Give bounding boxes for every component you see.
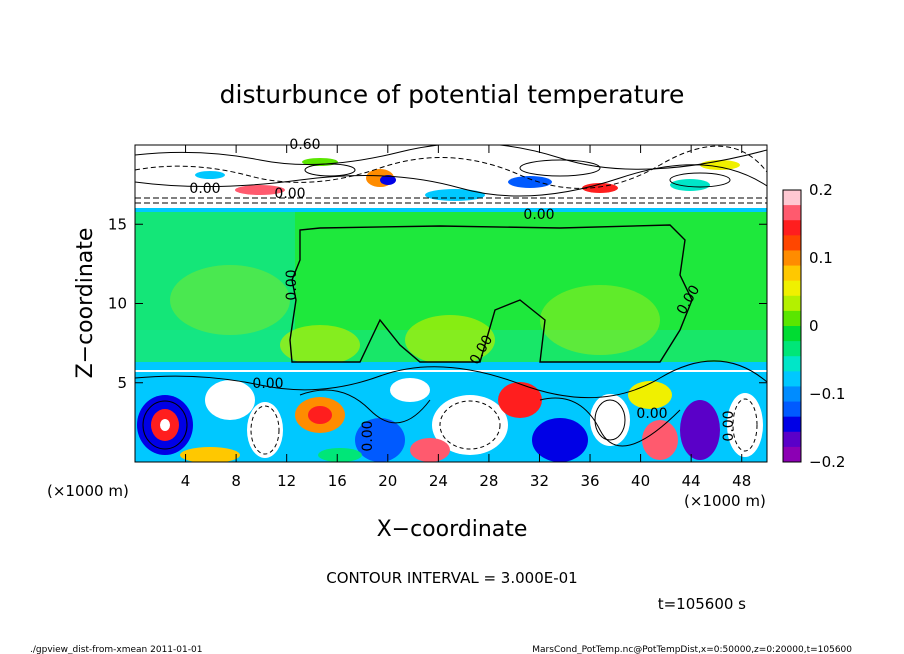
x-tick-label: 28: [479, 472, 498, 490]
zero-contour: [289, 224, 693, 363]
colorbar-swatch: [783, 386, 801, 403]
colorbar: 0.2 0.1 0 −0.1 −0.2: [782, 181, 845, 471]
cool-band: [135, 362, 767, 370]
x-tick-label: 40: [631, 472, 650, 490]
x-tick-label: 48: [732, 472, 751, 490]
warm-patch: [405, 315, 495, 365]
contour-label: 0.00: [284, 269, 300, 300]
colorbar-tick-label: −0.2: [809, 453, 845, 471]
contour-label: 0.60: [289, 137, 320, 153]
x-tick-label: 8: [231, 472, 241, 490]
x-tick-label: 20: [378, 472, 397, 490]
warm-patch: [170, 265, 290, 335]
colorbar-tick-label: 0: [809, 317, 819, 335]
footer-left: ./gpview_dist-from-xmean 2011-01-01: [30, 645, 202, 654]
y-tick-label: 5: [117, 374, 127, 392]
y-axis: 5 10 15: [108, 215, 767, 392]
colorbar-swatch: [783, 280, 801, 297]
colorbar-swatch: [783, 356, 801, 372]
colorbar-swatch: [783, 250, 801, 267]
x-unit-left: (×1000 m): [47, 482, 129, 500]
contour-label: 0.00: [252, 376, 283, 392]
colorbar-swatch: [783, 431, 801, 448]
colorbar-tick-label: 0.1: [809, 249, 833, 267]
x-tick-label: 4: [181, 472, 191, 490]
upper-layer-contours: [135, 145, 767, 204]
colorbar-swatch: [783, 295, 801, 312]
colorbar-swatch: [783, 265, 801, 282]
colorbar-swatch: [783, 235, 801, 251]
plot-area: [135, 145, 767, 462]
y-tick-label: 10: [108, 295, 127, 313]
colorbar-swatch: [783, 416, 801, 433]
time-label: t=105600 s: [658, 595, 746, 613]
warm-patch: [540, 285, 660, 355]
cool-band: [135, 208, 767, 212]
x-unit-right: (×1000 m): [684, 492, 766, 510]
y-axis-label: Z−coordinate: [73, 228, 98, 379]
colorbar-swatch: [783, 190, 801, 206]
x-tick-label: 32: [530, 472, 549, 490]
contour-label: 0.00: [189, 181, 220, 197]
x-tick-label: 36: [580, 472, 599, 490]
x-tick-label: 16: [328, 472, 347, 490]
x-tick-label: 24: [429, 472, 448, 490]
contour-label: 0.00: [274, 186, 305, 202]
x-tick-label: 12: [277, 472, 296, 490]
colorbar-swatch: [783, 220, 801, 236]
lower-layer-contours: [135, 360, 767, 455]
contour-label: 0.00: [721, 410, 737, 441]
colorbar-frame: [782, 189, 802, 463]
colorbar-swatch: [783, 341, 801, 357]
x-axis-label: X−coordinate: [377, 517, 528, 542]
colorbar-swatch: [783, 326, 801, 342]
colorbar-swatch: [783, 446, 801, 463]
warm-patch: [280, 325, 360, 365]
colorbar-swatch: [783, 401, 801, 418]
footer-right: MarsCond_PotTemp.nc@PotTempDist,x=0:5000…: [532, 645, 852, 654]
contour-label: 0.00: [636, 406, 667, 422]
chart-title: disturbunce of potential temperature: [220, 80, 685, 109]
colorbar-tick-label: −0.1: [809, 385, 845, 403]
contour-label: 0.00: [523, 207, 554, 223]
x-tick-label: 44: [682, 472, 701, 490]
y-tick-label: 15: [108, 215, 127, 233]
contour-label: 0.00: [360, 420, 376, 451]
x-axis: 4 8 12 16 20 24 28 32 36 40 44 48: [181, 145, 751, 490]
contour-interval: CONTOUR INTERVAL = 3.000E-01: [326, 569, 577, 587]
colorbar-tick-label: 0.2: [809, 181, 833, 199]
colorbar-swatch: [783, 371, 801, 387]
colorbar-swatch: [783, 310, 801, 327]
colorbar-swatch: [783, 205, 801, 221]
